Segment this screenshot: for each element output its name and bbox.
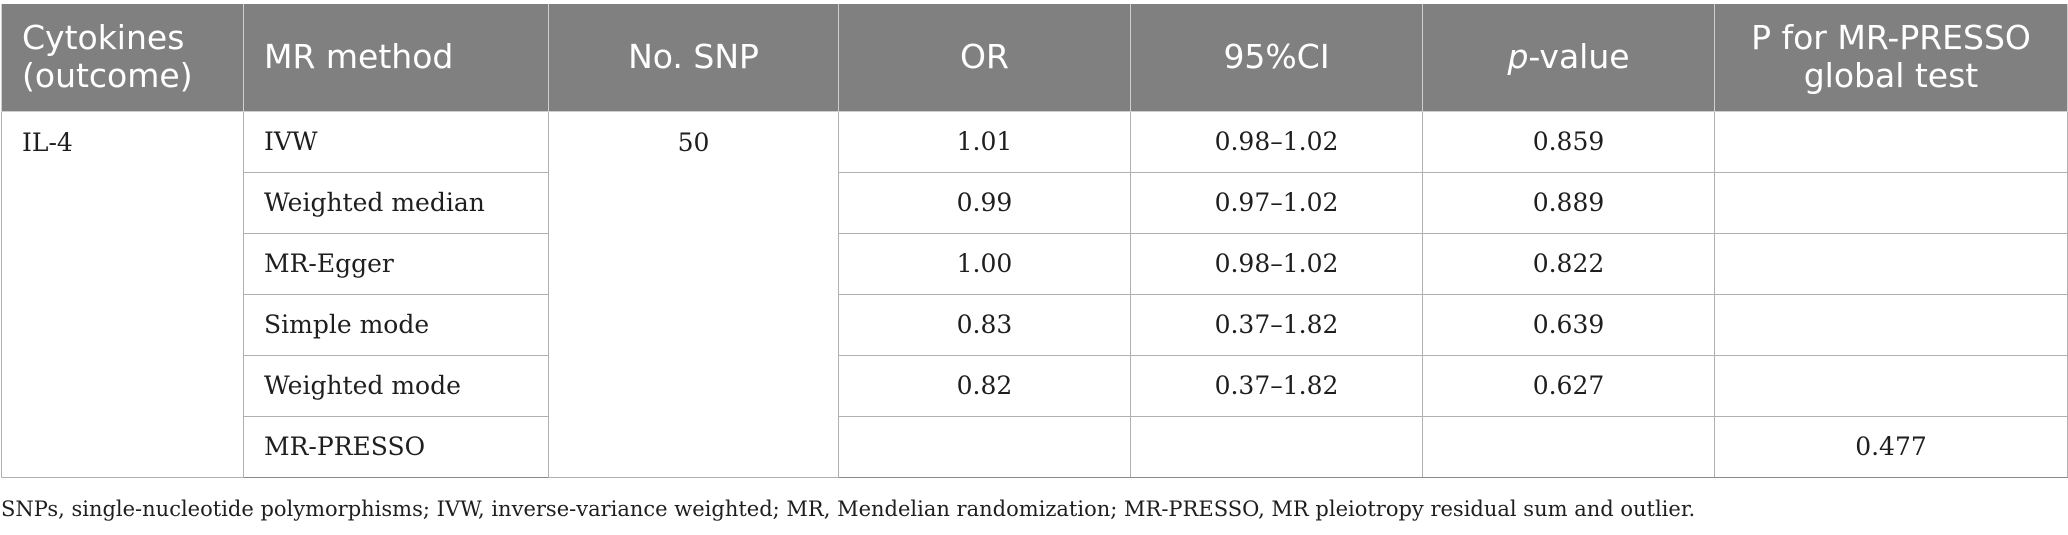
method-cell: Weighted median: [243, 171, 549, 234]
ci-cell: 0.98–1.02: [1130, 110, 1423, 173]
cytokine-cell: IL-4: [1, 110, 244, 478]
header-method: MR method: [243, 4, 549, 112]
header-pvalue: p-value: [1422, 4, 1715, 112]
ci-cell: 0.37–1.82: [1130, 293, 1423, 356]
or-cell: 1.01: [838, 110, 1131, 173]
or-cell: [838, 415, 1131, 478]
nsnp-cell: 50: [548, 110, 839, 478]
table-row: Weighted mode 0.82 0.37–1.82 0.627: [2, 354, 2068, 417]
presso-p-cell: [1714, 293, 2068, 356]
ci-cell: 0.98–1.02: [1130, 232, 1423, 295]
table-footnote: SNPs, single-nucleotide polymorphisms; I…: [1, 497, 1696, 521]
ci-cell: 0.97–1.02: [1130, 171, 1423, 234]
table-header-row: Cytokines (outcome) MR method No. SNP OR…: [1, 4, 2068, 112]
header-ci: 95%CI: [1130, 4, 1423, 112]
table-row: Simple mode 0.83 0.37–1.82 0.639: [2, 293, 2068, 356]
presso-p-cell: [1714, 110, 2068, 173]
method-cell: MR-PRESSO: [243, 415, 549, 478]
table-row: Weighted median 0.99 0.97–1.02 0.889: [2, 171, 2068, 234]
mr-results-table: Cytokines (outcome) MR method No. SNP OR…: [1, 4, 2068, 478]
or-cell: 0.83: [838, 293, 1131, 356]
header-cytokines-line1: Cytokines: [22, 18, 185, 58]
header-pvalue-rest: -value: [1528, 37, 1630, 77]
or-cell: 0.82: [838, 354, 1131, 417]
header-or: OR: [838, 4, 1131, 112]
method-cell: Weighted mode: [243, 354, 549, 417]
header-presso: P for MR-PRESSO global test: [1714, 4, 2068, 112]
pvalue-cell: 0.889: [1422, 171, 1715, 234]
method-cell: MR-Egger: [243, 232, 549, 295]
header-presso-line1: P for MR-PRESSO: [1751, 18, 2031, 58]
ci-cell: 0.37–1.82: [1130, 354, 1423, 417]
pvalue-cell: 0.627: [1422, 354, 1715, 417]
method-cell: Simple mode: [243, 293, 549, 356]
header-pvalue-italic: p: [1507, 37, 1529, 77]
table-row: IL-4 IVW 50 1.01 0.98–1.02 0.859: [1, 110, 2068, 478]
presso-p-cell: [1714, 171, 2068, 234]
header-cytokines-line2: (outcome): [22, 56, 193, 96]
header-nsnp: No. SNP: [548, 4, 839, 112]
table-row: MR-PRESSO 0.477: [2, 415, 2068, 478]
results-table-container: Cytokines (outcome) MR method No. SNP OR…: [0, 4, 2068, 478]
presso-p-cell: [1714, 232, 2068, 295]
header-cytokines: Cytokines (outcome): [1, 4, 244, 112]
pvalue-cell: [1422, 415, 1715, 478]
ci-cell: [1130, 415, 1423, 478]
pvalue-cell: 0.822: [1422, 232, 1715, 295]
method-cell: IVW: [243, 110, 549, 173]
or-cell: 0.99: [838, 171, 1131, 234]
pvalue-cell: 0.639: [1422, 293, 1715, 356]
pvalue-cell: 0.859: [1422, 110, 1715, 173]
presso-p-cell: [1714, 354, 2068, 417]
presso-p-cell: 0.477: [1714, 415, 2068, 478]
or-cell: 1.00: [838, 232, 1131, 295]
header-presso-line2: global test: [1803, 56, 1979, 96]
table-row: MR-Egger 1.00 0.98–1.02 0.822: [2, 232, 2068, 295]
